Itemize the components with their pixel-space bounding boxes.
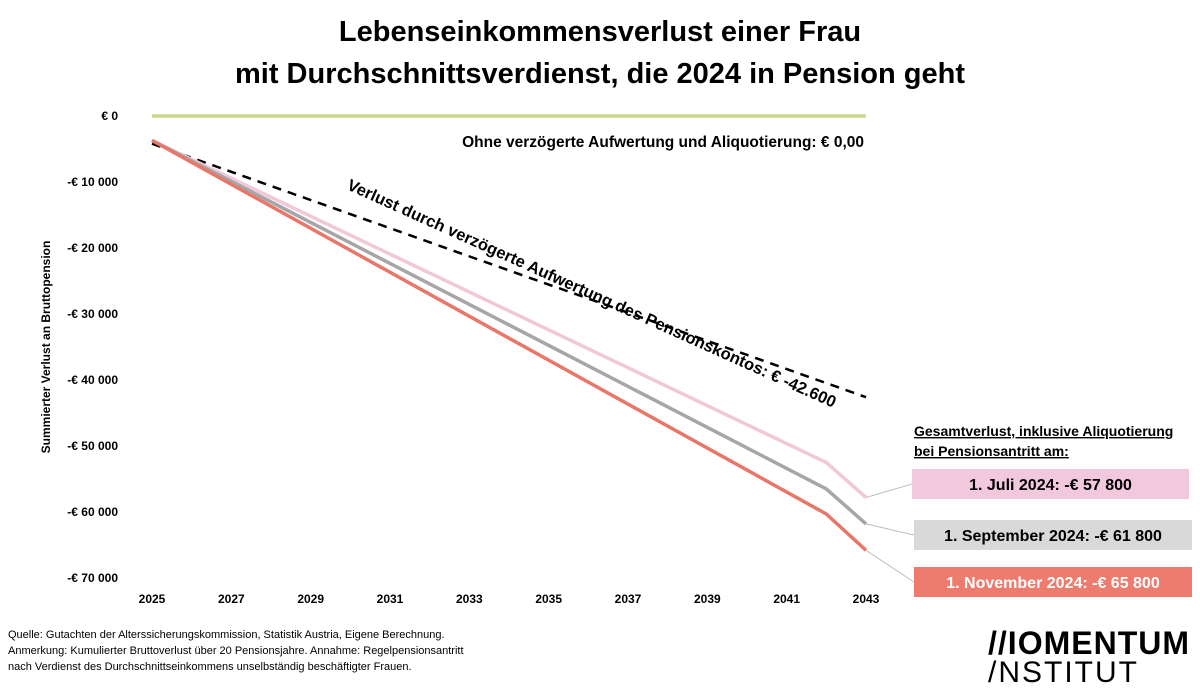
x-tick-label: 2041 [773, 592, 800, 606]
dashed-line-annotation: Verlust durch verzögerte Aufwertung des … [344, 176, 838, 411]
x-tick-label: 2029 [297, 592, 324, 606]
x-tick-label: 2037 [615, 592, 642, 606]
box-connector-2 [865, 549, 915, 583]
box-header-line-2: bei Pensionsantritt am: [914, 443, 1069, 459]
y-tick-label: -€ 20 000 [67, 241, 118, 255]
series-line-3 [151, 138, 868, 526]
logo-line-1: //IOMENTUM [988, 625, 1190, 661]
total-loss-box-0 [912, 469, 1189, 499]
footnote-source: Quelle: Gutachten der Alterssicherungsko… [8, 629, 445, 641]
y-tick-label: -€ 70 000 [67, 571, 118, 585]
zero-line-annotation: Ohne verzögerte Aufwertung und Aliquotie… [462, 134, 864, 151]
y-axis-label: Summierter Verlust an Bruttopension [39, 241, 53, 454]
total-loss-label-1: 1. September 2024: -€ 61 800 [944, 528, 1162, 545]
y-tick-label: -€ 60 000 [67, 505, 118, 519]
footnote-remark: Anmerkung: Kumulierter Bruttoverlust übe… [8, 645, 464, 657]
y-tick-label: € 0 [101, 109, 118, 123]
box-connector-1 [865, 523, 915, 536]
x-tick-label: 2031 [377, 592, 404, 606]
total-loss-box-2 [914, 567, 1192, 597]
box-header-line-1: Gesamtverlust, inklusive Aliquotierung [914, 423, 1173, 439]
total-loss-label-2: 1. November 2024: -€ 65 800 [946, 575, 1160, 592]
x-tick-label: 2025 [139, 592, 166, 606]
logo-line-2: /NSTITUT [988, 656, 1140, 689]
total-loss-label-0: 1. Juli 2024: -€ 57 800 [969, 477, 1132, 494]
y-tick-label: -€ 10 000 [67, 175, 118, 189]
y-tick-label: -€ 30 000 [67, 307, 118, 321]
chart-title-line-2: mit Durchschnittsverdienst, die 2024 in … [234, 58, 965, 90]
series-line-2 [151, 138, 868, 499]
series-line-1 [151, 142, 867, 399]
y-tick-label: -€ 50 000 [67, 439, 118, 453]
series-line-4 [151, 138, 868, 552]
y-tick-label: -€ 40 000 [67, 373, 118, 387]
x-tick-label: 2039 [694, 592, 721, 606]
x-tick-label: 2027 [218, 592, 245, 606]
box-connector-0 [865, 483, 913, 498]
x-tick-label: 2033 [456, 592, 483, 606]
momentum-institut-logo: //IOMENTUM /NSTITUT [988, 625, 1190, 689]
total-loss-box-1 [914, 520, 1192, 550]
x-tick-label: 2043 [853, 592, 880, 606]
x-tick-label: 2035 [535, 592, 562, 606]
chart-title-line-1: Lebenseinkommensverlust einer Frau [338, 16, 862, 48]
footnote-assumption: nach Verdienst des Durchschnittseinkomme… [8, 661, 412, 673]
